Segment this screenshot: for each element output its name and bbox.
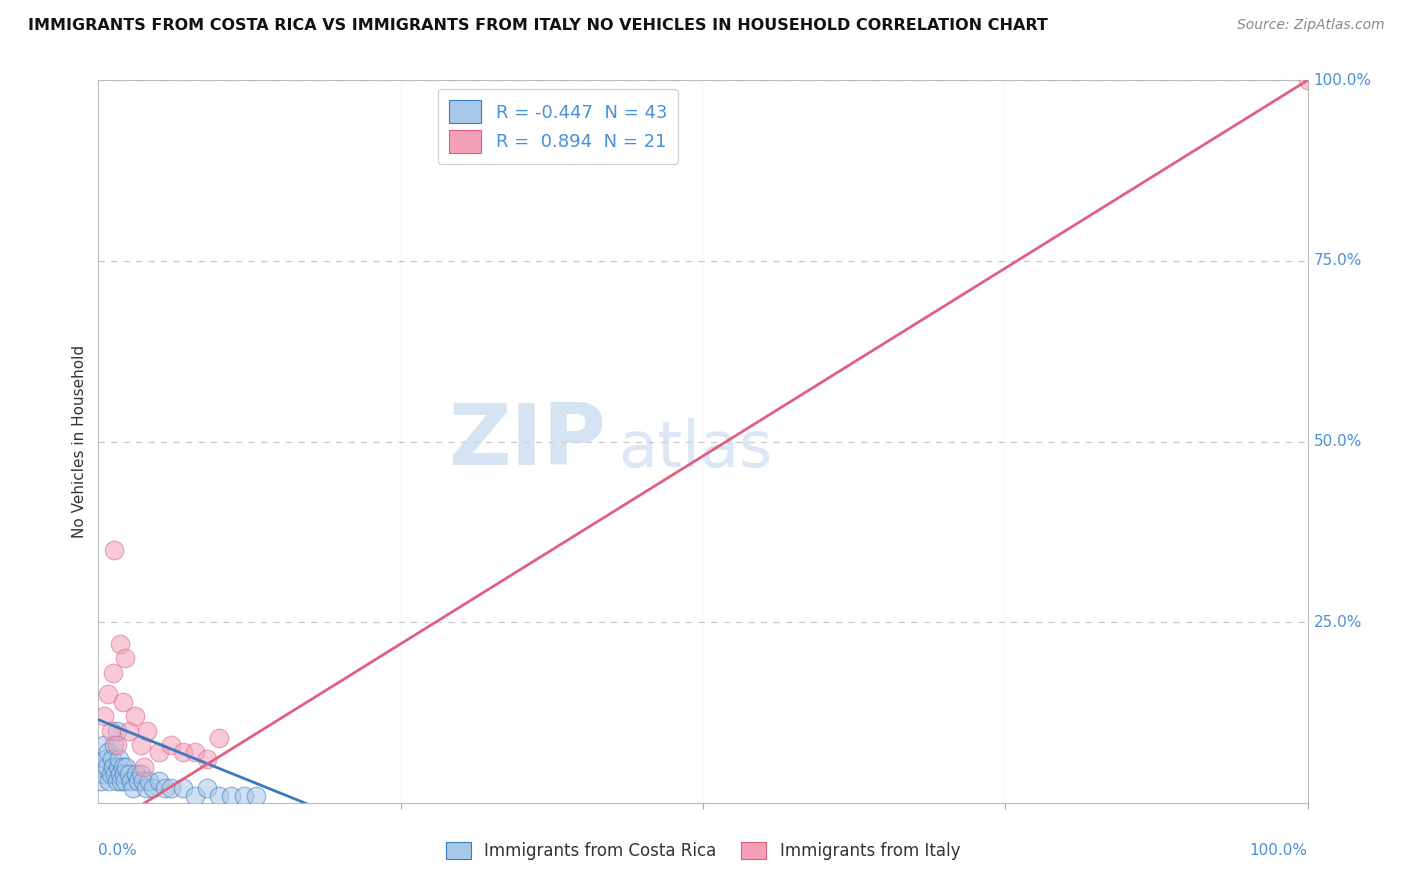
Point xyxy=(153,781,176,796)
Point xyxy=(101,760,124,774)
Point xyxy=(105,774,128,789)
Point xyxy=(105,723,128,738)
Point xyxy=(114,651,136,665)
Point xyxy=(125,767,148,781)
Text: 75.0%: 75.0% xyxy=(1313,253,1362,268)
Point xyxy=(105,738,128,752)
Point xyxy=(97,745,120,759)
Point xyxy=(118,723,141,738)
Point xyxy=(112,767,135,781)
Point xyxy=(90,774,112,789)
Point xyxy=(245,789,267,803)
Text: 100.0%: 100.0% xyxy=(1250,843,1308,857)
Point xyxy=(172,781,194,796)
Text: 100.0%: 100.0% xyxy=(1313,73,1372,87)
Point xyxy=(184,789,207,803)
Point xyxy=(208,789,231,803)
Point xyxy=(98,774,121,789)
Point xyxy=(184,745,207,759)
Point xyxy=(100,767,122,781)
Point xyxy=(108,767,131,781)
Point xyxy=(108,752,131,766)
Point xyxy=(132,774,155,789)
Text: 50.0%: 50.0% xyxy=(1313,434,1362,449)
Point xyxy=(97,687,120,701)
Point xyxy=(93,709,115,723)
Point xyxy=(114,774,136,789)
Text: IMMIGRANTS FROM COSTA RICA VS IMMIGRANTS FROM ITALY NO VEHICLES IN HOUSEHOLD COR: IMMIGRANTS FROM COSTA RICA VS IMMIGRANTS… xyxy=(28,18,1047,33)
Point xyxy=(160,738,183,752)
Text: ZIP: ZIP xyxy=(449,400,606,483)
Point xyxy=(110,774,132,789)
Point xyxy=(101,665,124,680)
Point xyxy=(108,637,131,651)
Point xyxy=(134,760,156,774)
Point xyxy=(135,781,157,796)
Point xyxy=(129,767,152,781)
Point xyxy=(118,767,141,781)
Point xyxy=(103,542,125,557)
Point xyxy=(93,738,115,752)
Point xyxy=(138,774,160,789)
Y-axis label: No Vehicles in Household: No Vehicles in Household xyxy=(72,345,87,538)
Point xyxy=(111,760,134,774)
Legend: Immigrants from Costa Rica, Immigrants from Italy: Immigrants from Costa Rica, Immigrants f… xyxy=(439,835,967,867)
Point xyxy=(160,781,183,796)
Point xyxy=(122,781,145,796)
Point xyxy=(111,695,134,709)
Point xyxy=(221,789,243,803)
Point xyxy=(104,767,127,781)
Point xyxy=(94,752,117,766)
Point xyxy=(148,745,170,759)
Point xyxy=(100,752,122,766)
Point xyxy=(148,774,170,789)
Point xyxy=(96,760,118,774)
Point xyxy=(129,738,152,752)
Text: Source: ZipAtlas.com: Source: ZipAtlas.com xyxy=(1237,18,1385,32)
Point xyxy=(232,789,254,803)
Point xyxy=(172,745,194,759)
Point xyxy=(142,781,165,796)
Point xyxy=(127,774,149,789)
Point xyxy=(91,767,114,781)
Point xyxy=(1296,73,1319,87)
Point xyxy=(91,760,114,774)
Point xyxy=(195,781,218,796)
Point xyxy=(135,723,157,738)
Point xyxy=(120,774,142,789)
Point xyxy=(107,760,129,774)
Point xyxy=(195,752,218,766)
Point xyxy=(124,709,146,723)
Text: 25.0%: 25.0% xyxy=(1313,615,1362,630)
Point xyxy=(208,731,231,745)
Point xyxy=(115,760,138,774)
Text: 0.0%: 0.0% xyxy=(98,843,138,857)
Text: atlas: atlas xyxy=(619,417,773,480)
Point xyxy=(100,723,122,738)
Point xyxy=(103,738,125,752)
